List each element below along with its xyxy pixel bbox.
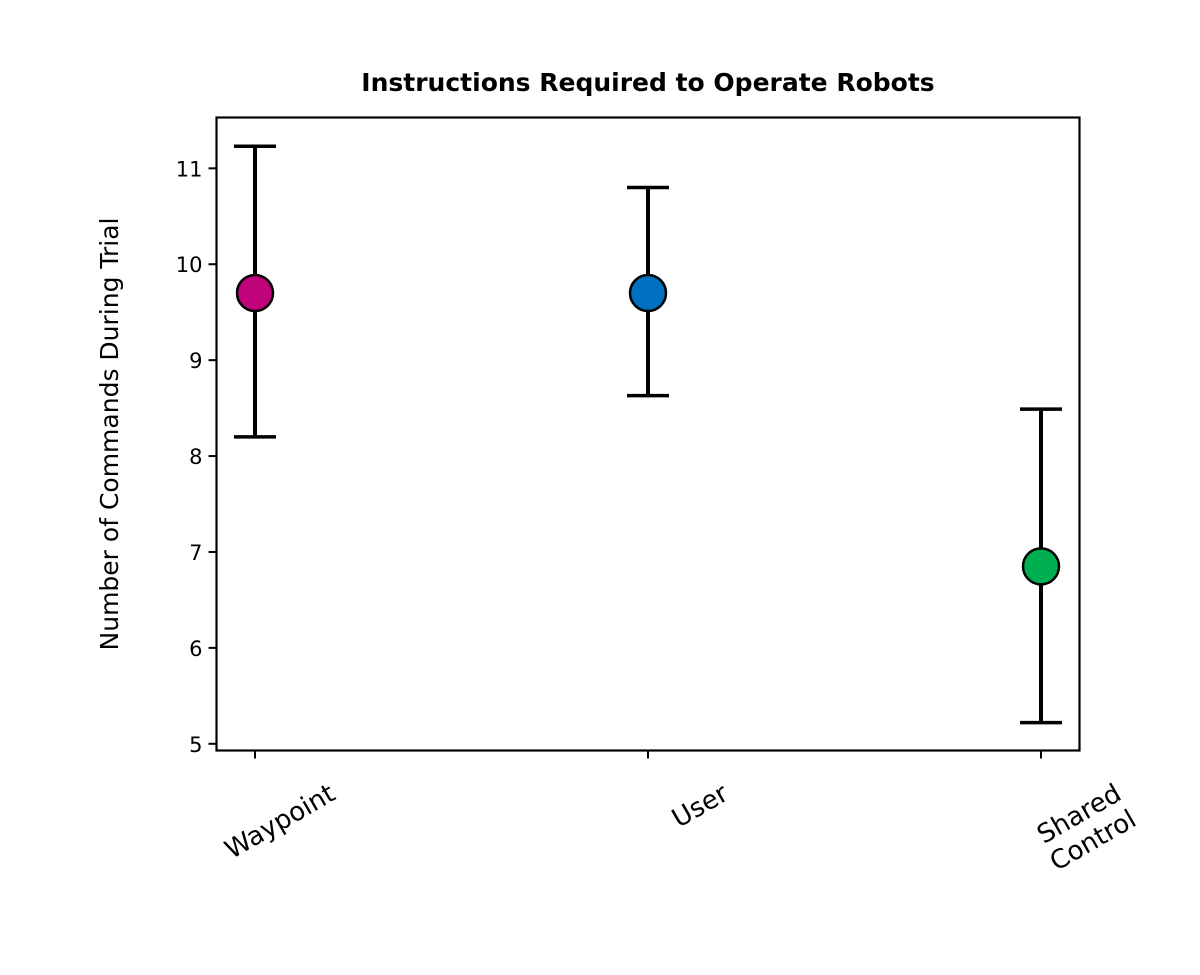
chart-title: Instructions Required to Operate Robots (361, 68, 934, 97)
y-tick-label: 8 (189, 445, 202, 469)
y-tick-label: 10 (176, 253, 203, 277)
y-tick-label: 11 (176, 157, 203, 181)
y-tick-label: 9 (189, 349, 202, 373)
y-tick-label: 7 (189, 541, 202, 565)
y-axis-label: Number of Commands During Trial (95, 218, 124, 651)
data-point (628, 273, 668, 313)
plot-frame (215, 116, 1081, 752)
data-point (1021, 547, 1061, 586)
data-point (235, 273, 275, 313)
y-tick-label: 6 (189, 637, 202, 661)
y-tick-label: 5 (189, 733, 202, 757)
